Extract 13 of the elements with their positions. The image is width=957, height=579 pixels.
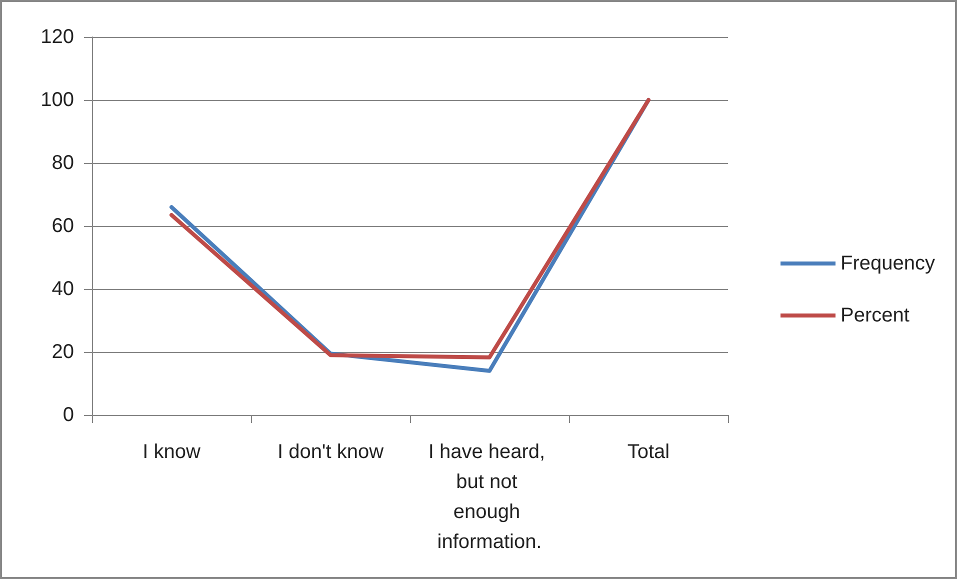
x-tick-label: I don't know — [277, 441, 384, 463]
y-tick-label: 60 — [52, 215, 74, 237]
x-tick-label: Total — [627, 441, 670, 463]
x-tick-label: I have heard, but not enough information. — [428, 441, 551, 553]
y-tick-label: 0 — [62, 404, 74, 426]
y-tick-label: 40 — [52, 278, 74, 300]
y-tick-label: 100 — [40, 89, 74, 111]
legend-label: Frequency — [840, 252, 936, 274]
y-tick-label: 80 — [52, 152, 74, 174]
y-tick-label: 120 — [40, 26, 74, 48]
x-tick-label: I know — [142, 441, 201, 463]
legend-label: Percent — [840, 304, 910, 326]
y-tick-label: 20 — [52, 341, 74, 363]
